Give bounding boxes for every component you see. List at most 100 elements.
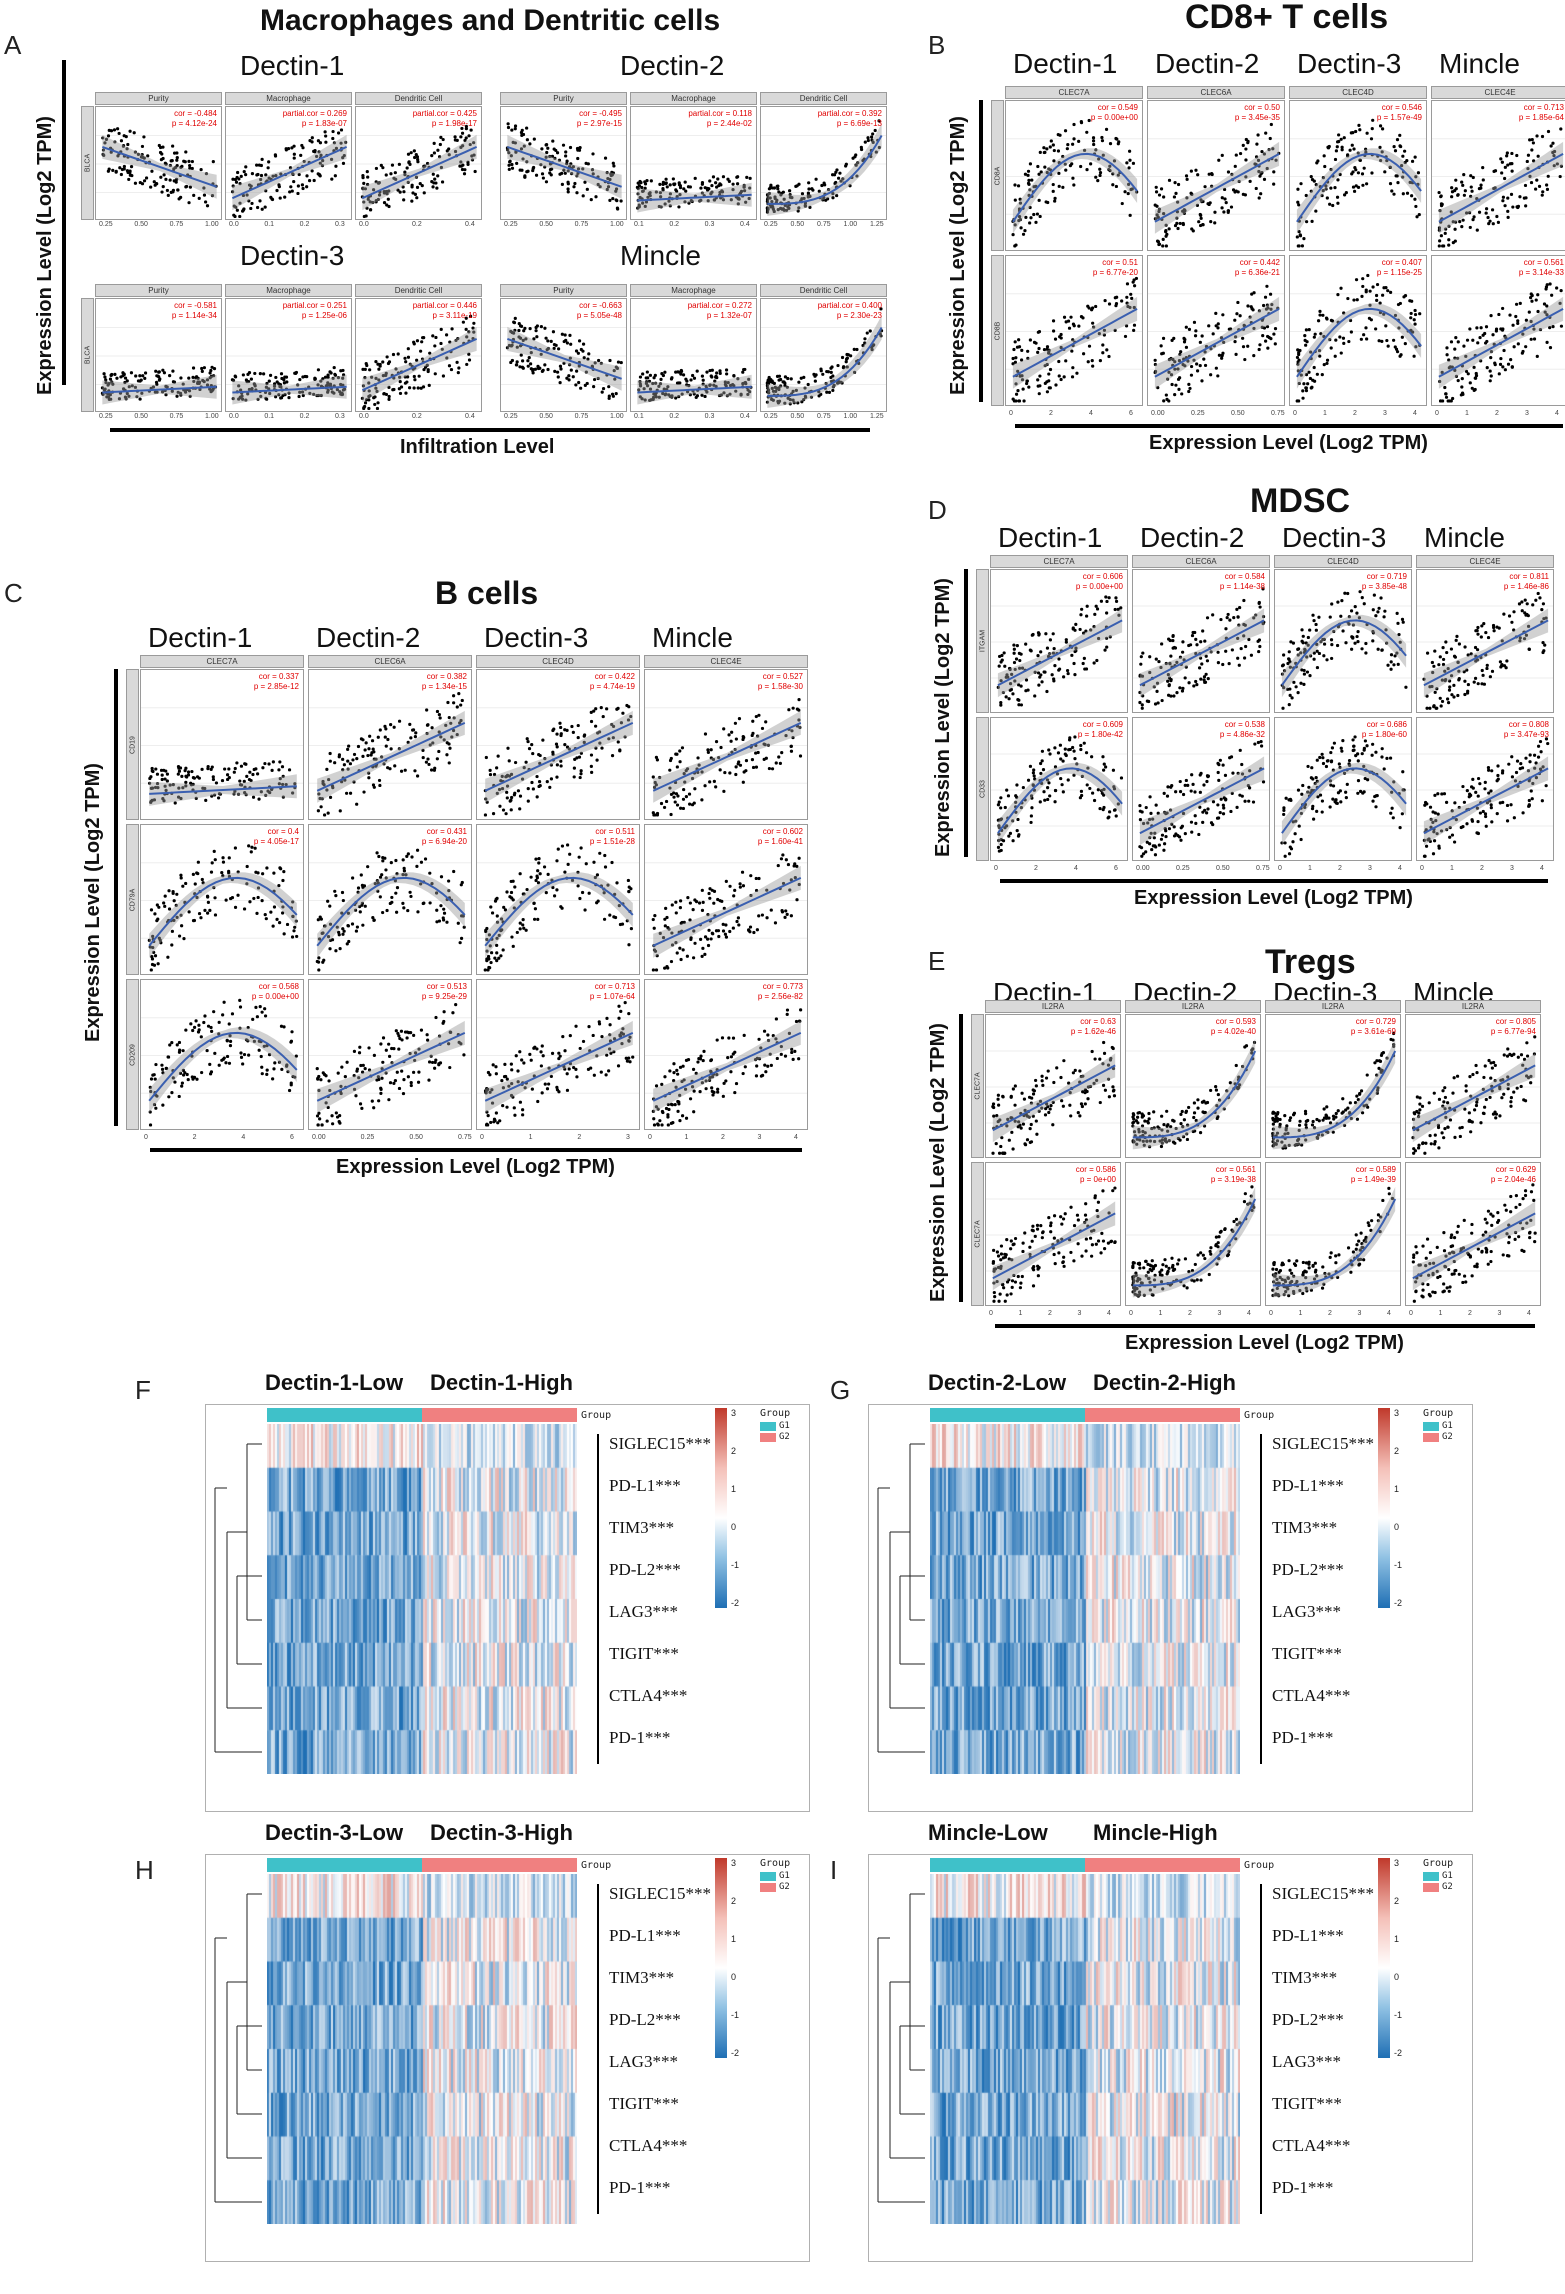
scatter-point [576,870,580,874]
scatter-point [268,391,272,396]
scatter-point [1469,174,1473,178]
scatter-point [1172,336,1176,340]
scatter-point [404,391,408,395]
scatter-point [208,371,212,375]
scatter-point [1223,187,1227,192]
scatter-point [377,181,381,185]
scatter-point [523,174,527,178]
p-value: p = 2.44e-02 [706,119,752,128]
scatter-point [409,894,413,899]
scatter-point [555,763,559,767]
scatter-point [390,895,394,900]
scatter-point [604,1073,608,1077]
scatter-point [377,1099,381,1103]
scatter-point [565,159,569,163]
scatter-point [605,171,609,175]
scatter-point [300,183,305,187]
x-tick-label: 0.0 [359,221,369,228]
scatter-point [1501,195,1506,199]
scatter-point [313,377,317,381]
scatter-point [870,135,874,139]
p-value: p = 9.25e-29 [421,992,467,1001]
scatter-point [755,1056,759,1060]
scatter-point [403,170,407,174]
scatter-point [437,713,441,717]
scatter-point [767,187,771,191]
scatter-point [1339,351,1343,355]
scatter-point [1315,372,1319,376]
scatter-point [1322,154,1326,158]
scatter-point [835,168,839,172]
scatter-point [738,885,742,889]
scatter-point [238,214,242,219]
scatter-point [708,1076,712,1080]
scatter-point [1244,137,1248,142]
scatter-point [831,196,835,200]
scatter-point [568,333,572,337]
scatter-point [777,190,781,194]
scatter-point [488,773,493,777]
scatter-point [1329,318,1334,322]
scatter-plot: cor = 0.546 p = 1.57e-49 [1289,100,1427,251]
scatter-point [238,201,242,205]
scatter-point [794,388,798,392]
scatter-point [608,1033,612,1037]
scatter-point [664,799,669,804]
scatter-point [774,1017,778,1021]
scatter-point [252,1039,256,1043]
scatter-point [1243,357,1247,362]
scatter-point [1409,311,1413,316]
scatter-point [1395,350,1400,354]
scatter-point [529,351,533,355]
scatter-point [338,390,342,394]
scatter-point [1559,288,1563,293]
y-axis-label: Expression Level (Log2 TPM) [34,116,56,395]
scatter-point [242,907,247,911]
scatter-point [341,161,346,165]
scatter-point [459,145,463,149]
scatter-point [1132,284,1137,288]
scatter-point [596,731,600,735]
scatter-point [1398,133,1402,137]
scatter-point [256,886,261,890]
scatter-point [355,757,359,761]
scatter-point [208,908,212,912]
scatter-point [1381,127,1385,131]
x-tick-label: 0.75 [574,221,589,228]
scatter-point [617,903,621,908]
scatter-point [1360,172,1365,176]
scatter-point [612,1050,616,1054]
scatter-point [491,812,496,816]
scatter-point [232,770,236,774]
scatter-point [187,201,191,205]
scatter-point [584,862,588,866]
scatter-point [184,780,188,784]
scatter-point [177,769,182,773]
scatter-point [698,1057,703,1061]
scatter-point [1336,201,1340,205]
scatter-point [253,846,257,850]
scatter-point [172,167,176,171]
scatter-point [277,768,281,772]
scatter-point [383,735,387,739]
scatter-point [252,767,256,772]
x-tick-label: 0.3 [335,221,345,228]
scatter-point [401,1091,406,1096]
correlation-stat: cor = 0.382 p = 1.34e-15 [422,672,467,692]
scatter-point [1117,613,1121,617]
scatter-point [435,757,439,761]
scatter-point [678,906,682,910]
scatter-point [672,1062,676,1066]
scatter-point [1098,173,1102,178]
p-value: p = 4.74e-19 [589,682,635,691]
scatter-point [738,882,742,886]
scatter-point [789,914,793,918]
scatter-point [569,342,573,346]
scatter-point [390,163,395,167]
scatter-point [1364,150,1368,154]
scatter-point [726,177,730,181]
scatter-point [618,749,622,753]
scatter-point [388,901,392,906]
scatter-point [1221,313,1225,317]
scatter-point [485,937,489,942]
